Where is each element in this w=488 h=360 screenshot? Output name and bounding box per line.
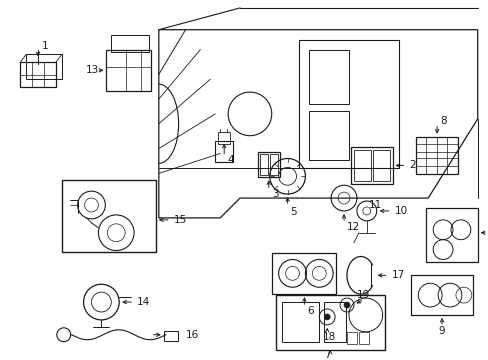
Bar: [372, 149, 389, 181]
Bar: [410, 275, 472, 315]
Circle shape: [324, 314, 329, 320]
Text: 8: 8: [439, 116, 446, 126]
Text: 14: 14: [137, 297, 150, 307]
Text: 6: 6: [307, 306, 313, 316]
Bar: [309, 50, 348, 104]
Text: 4: 4: [227, 156, 233, 166]
Bar: [111, 35, 149, 53]
Text: 18: 18: [323, 332, 336, 342]
Text: 11: 11: [368, 200, 381, 210]
Text: 16: 16: [185, 330, 199, 340]
Bar: [20, 62, 56, 87]
Bar: [61, 180, 156, 252]
Text: 15: 15: [173, 215, 186, 225]
Bar: [415, 137, 457, 174]
Text: 1: 1: [42, 41, 48, 50]
Bar: [218, 132, 230, 144]
Text: 10: 10: [394, 206, 407, 216]
Bar: [346, 332, 356, 344]
Text: 9: 9: [437, 326, 444, 336]
Text: 17: 17: [391, 270, 404, 280]
Bar: [324, 302, 346, 342]
Circle shape: [344, 302, 349, 308]
Bar: [269, 153, 277, 175]
Text: 12: 12: [346, 222, 360, 232]
Bar: [426, 208, 477, 262]
Bar: [275, 295, 384, 350]
Text: 3: 3: [271, 189, 278, 199]
Text: 5: 5: [290, 207, 297, 217]
Bar: [215, 141, 233, 162]
Bar: [163, 331, 177, 341]
Text: 2: 2: [408, 161, 415, 170]
Bar: [350, 147, 392, 184]
Bar: [299, 40, 398, 168]
Bar: [257, 152, 279, 177]
Text: 7: 7: [324, 350, 330, 360]
Bar: [26, 54, 61, 79]
Bar: [271, 253, 335, 294]
Bar: [281, 302, 319, 342]
Text: 19: 19: [356, 290, 369, 300]
Text: 13: 13: [86, 65, 99, 75]
Bar: [259, 153, 267, 175]
Bar: [309, 111, 348, 161]
Bar: [106, 50, 151, 91]
Bar: [353, 149, 370, 181]
Bar: [358, 332, 368, 344]
